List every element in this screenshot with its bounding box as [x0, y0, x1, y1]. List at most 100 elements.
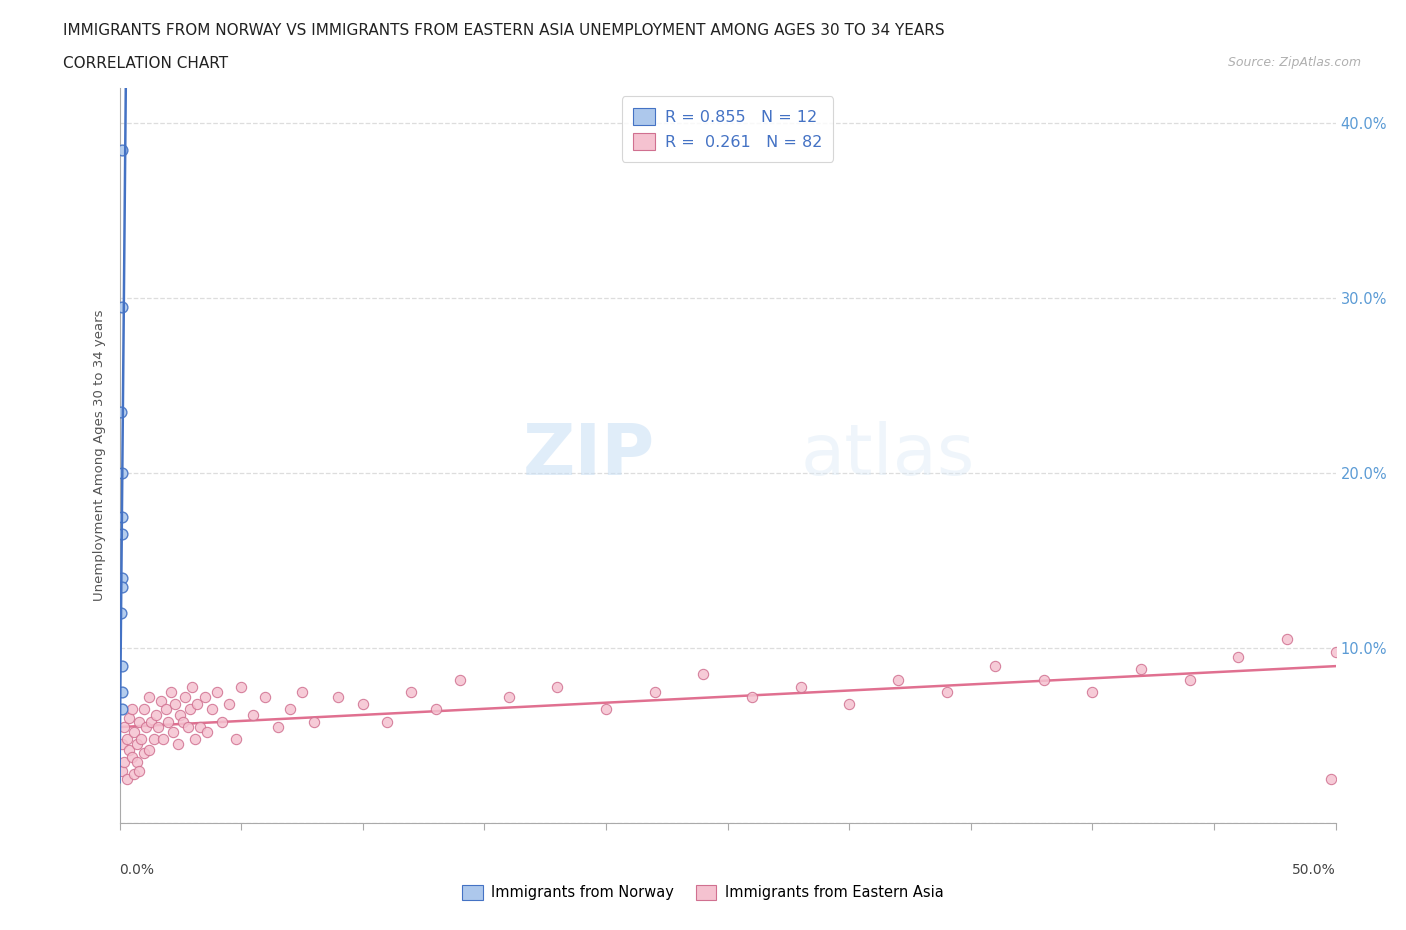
Point — [115, 772, 138, 787]
Point — [125, 754, 148, 769]
Point — [162, 724, 184, 739]
Point — [225, 732, 247, 747]
Point — [186, 697, 208, 711]
Point — [122, 766, 145, 781]
Point — [352, 697, 374, 711]
Point — [935, 684, 957, 699]
Point — [1320, 772, 1343, 787]
Point — [291, 684, 314, 699]
Point — [1227, 649, 1250, 664]
Point — [121, 750, 143, 764]
Text: 50.0%: 50.0% — [1292, 863, 1336, 878]
Point — [125, 737, 148, 751]
Point — [112, 754, 135, 769]
Point — [138, 690, 160, 705]
Point — [184, 732, 207, 747]
Point — [205, 684, 228, 699]
Point — [128, 764, 150, 778]
Point — [132, 746, 155, 761]
Legend: Immigrants from Norway, Immigrants from Eastern Asia: Immigrants from Norway, Immigrants from … — [457, 879, 949, 906]
Point — [741, 690, 763, 705]
Point — [211, 714, 233, 729]
Point — [425, 702, 447, 717]
Point — [498, 690, 520, 705]
Point — [112, 720, 135, 735]
Point — [111, 527, 134, 542]
Point — [644, 684, 666, 699]
Point — [302, 714, 325, 729]
Point — [139, 714, 162, 729]
Point — [595, 702, 617, 717]
Point — [111, 571, 134, 586]
Point — [157, 714, 180, 729]
Point — [111, 684, 134, 699]
Point — [165, 697, 187, 711]
Text: CORRELATION CHART: CORRELATION CHART — [63, 56, 228, 71]
Point — [1130, 661, 1153, 676]
Point — [174, 690, 197, 705]
Point — [692, 667, 714, 682]
Point — [1178, 672, 1201, 687]
Point — [110, 605, 132, 620]
Point — [135, 720, 157, 735]
Point — [1081, 684, 1104, 699]
Point — [111, 299, 134, 314]
Point — [789, 679, 811, 694]
Point — [984, 658, 1007, 673]
Point — [1032, 672, 1054, 687]
Text: Source: ZipAtlas.com: Source: ZipAtlas.com — [1227, 56, 1361, 69]
Point — [172, 714, 194, 729]
Point — [194, 690, 217, 705]
Point — [111, 658, 134, 673]
Point — [111, 737, 134, 751]
Point — [179, 702, 201, 717]
Text: ZIP: ZIP — [523, 421, 655, 490]
Point — [155, 702, 177, 717]
Point — [122, 724, 145, 739]
Point — [132, 702, 155, 717]
Point — [142, 732, 165, 747]
Point — [254, 690, 277, 705]
Point — [401, 684, 423, 699]
Point — [887, 672, 910, 687]
Point — [111, 142, 134, 157]
Point — [115, 732, 138, 747]
Point — [128, 714, 150, 729]
Point — [159, 684, 181, 699]
Point — [195, 724, 218, 739]
Point — [546, 679, 568, 694]
Point — [176, 720, 198, 735]
Point — [118, 711, 141, 725]
Point — [375, 714, 398, 729]
Point — [1324, 644, 1347, 659]
Point — [121, 702, 143, 717]
Point — [242, 707, 264, 722]
Point — [278, 702, 301, 717]
Point — [188, 720, 211, 735]
Point — [231, 679, 253, 694]
Point — [152, 732, 174, 747]
Point — [1275, 632, 1298, 647]
Text: IMMIGRANTS FROM NORWAY VS IMMIGRANTS FROM EASTERN ASIA UNEMPLOYMENT AMONG AGES 3: IMMIGRANTS FROM NORWAY VS IMMIGRANTS FRO… — [63, 23, 945, 38]
Point — [201, 702, 224, 717]
Point — [328, 690, 350, 705]
Text: 0.0%: 0.0% — [120, 863, 155, 878]
Point — [149, 693, 172, 708]
Point — [266, 720, 288, 735]
Point — [449, 672, 471, 687]
Point — [111, 764, 134, 778]
Point — [111, 579, 134, 594]
Point — [118, 742, 141, 757]
Point — [167, 737, 190, 751]
Point — [145, 707, 167, 722]
Point — [218, 697, 240, 711]
Point — [111, 510, 134, 525]
Y-axis label: Unemployment Among Ages 30 to 34 years: Unemployment Among Ages 30 to 34 years — [93, 310, 107, 602]
Point — [181, 679, 204, 694]
Point — [111, 702, 134, 717]
Point — [838, 697, 860, 711]
Text: atlas: atlas — [800, 421, 974, 490]
Point — [169, 707, 191, 722]
Point — [131, 732, 153, 747]
Point — [110, 405, 132, 419]
